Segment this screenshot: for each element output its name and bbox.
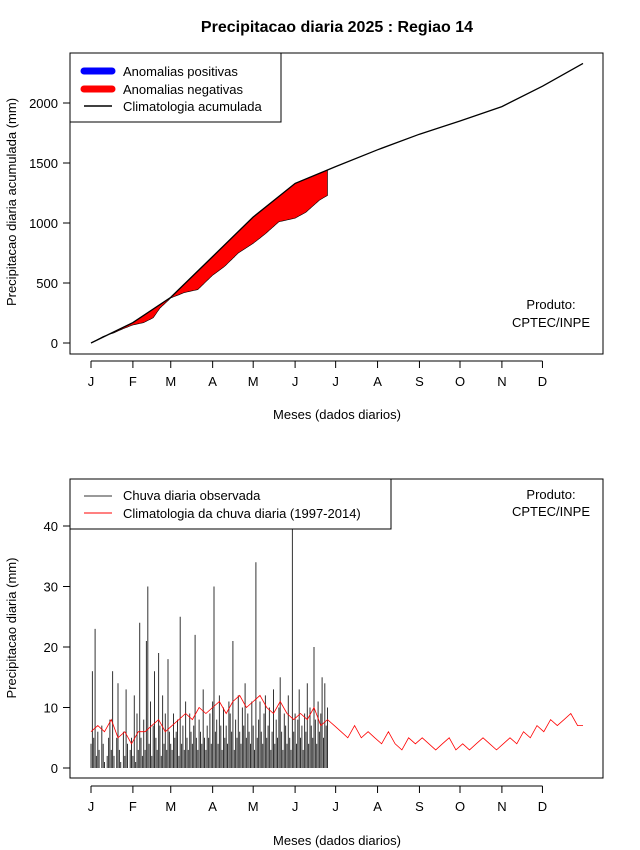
x-tick-label: J bbox=[88, 799, 95, 814]
x-tick-label: M bbox=[248, 374, 259, 389]
y-tick-label: 1500 bbox=[29, 156, 58, 171]
x-tick-label: A bbox=[208, 799, 217, 814]
x-tick-label: D bbox=[538, 799, 547, 814]
x-tick-label: S bbox=[415, 374, 424, 389]
x-tick-label: O bbox=[455, 374, 465, 389]
climatology-cumulative-line bbox=[90, 62, 584, 344]
y-tick-label: 0 bbox=[51, 761, 58, 776]
x-tick-label: J bbox=[292, 799, 299, 814]
x-tick-label: J bbox=[332, 799, 339, 814]
y-tick-label: 500 bbox=[36, 276, 58, 291]
chart-title: Precipitacao diaria 2025 : Regiao 14 bbox=[201, 19, 473, 36]
product-source-label: CPTEC/INPE bbox=[512, 504, 590, 519]
y-axis-label: Precipitacao diaria (mm) bbox=[4, 558, 19, 699]
daily-climatology-line bbox=[90, 694, 583, 751]
x-tick-label: M bbox=[165, 799, 176, 814]
cumulative-panel: 0 500 1000 1500 2000 J F M A M J J A S O N D Precipitac… bbox=[4, 52, 604, 422]
negative-anomaly-area bbox=[108, 169, 328, 336]
x-tick-label: M bbox=[248, 799, 259, 814]
product-label: Produto: bbox=[526, 487, 575, 502]
y-tick-label: 1000 bbox=[29, 216, 58, 231]
x-tick-label: D bbox=[538, 374, 547, 389]
x-axis-label: Meses (dados diarios) bbox=[273, 833, 401, 848]
cumulative-anomaly-areas bbox=[90, 169, 328, 344]
y-tick-label: 20 bbox=[44, 640, 58, 655]
x-axis-label: Meses (dados diarios) bbox=[273, 407, 401, 422]
x-tick-label: J bbox=[88, 374, 95, 389]
x-tick-label: J bbox=[332, 374, 339, 389]
x-tick-label: A bbox=[373, 374, 382, 389]
x-tick-label: M bbox=[165, 374, 176, 389]
legend-label-observed: Chuva diaria observada bbox=[123, 488, 261, 503]
product-source-label: CPTEC/INPE bbox=[512, 315, 590, 330]
product-label: Produto: bbox=[526, 297, 575, 312]
legend-box bbox=[69, 478, 392, 530]
y-axis: 0 10 20 30 40 bbox=[44, 519, 71, 776]
legend-label-positive: Anomalias positivas bbox=[123, 64, 238, 79]
legend: Chuva diaria observada Climatologia da c… bbox=[69, 478, 392, 530]
legend-label-climatology: Climatologia da chuva diaria (1997-2014) bbox=[123, 506, 361, 521]
x-tick-label: F bbox=[129, 374, 137, 389]
x-tick-label: J bbox=[292, 374, 299, 389]
y-tick-label: 0 bbox=[51, 336, 58, 351]
y-axis: 0 500 1000 1500 2000 bbox=[29, 96, 71, 351]
y-axis-label: Precipitacao diaria acumulada (mm) bbox=[4, 98, 19, 306]
legend: Anomalias positivas Anomalias negativas … bbox=[69, 52, 282, 123]
x-tick-label: F bbox=[129, 799, 137, 814]
x-tick-label: S bbox=[415, 799, 424, 814]
y-tick-label: 10 bbox=[44, 701, 58, 716]
y-tick-label: 2000 bbox=[29, 96, 58, 111]
x-tick-label: N bbox=[497, 799, 506, 814]
x-tick-label: N bbox=[497, 374, 506, 389]
y-tick-label: 40 bbox=[44, 519, 58, 534]
legend-label-negative: Anomalias negativas bbox=[123, 82, 243, 97]
x-tick-label: A bbox=[208, 374, 217, 389]
y-tick-label: 30 bbox=[44, 580, 58, 595]
observed-rain-bars bbox=[90, 495, 328, 768]
x-tick-label: O bbox=[455, 799, 465, 814]
x-tick-label: A bbox=[373, 799, 382, 814]
legend-label-climatology: Climatologia acumulada bbox=[123, 99, 263, 114]
daily-panel: 0 10 20 30 40 J F M A M J J A S O N D Precipitacao diar… bbox=[4, 478, 604, 848]
